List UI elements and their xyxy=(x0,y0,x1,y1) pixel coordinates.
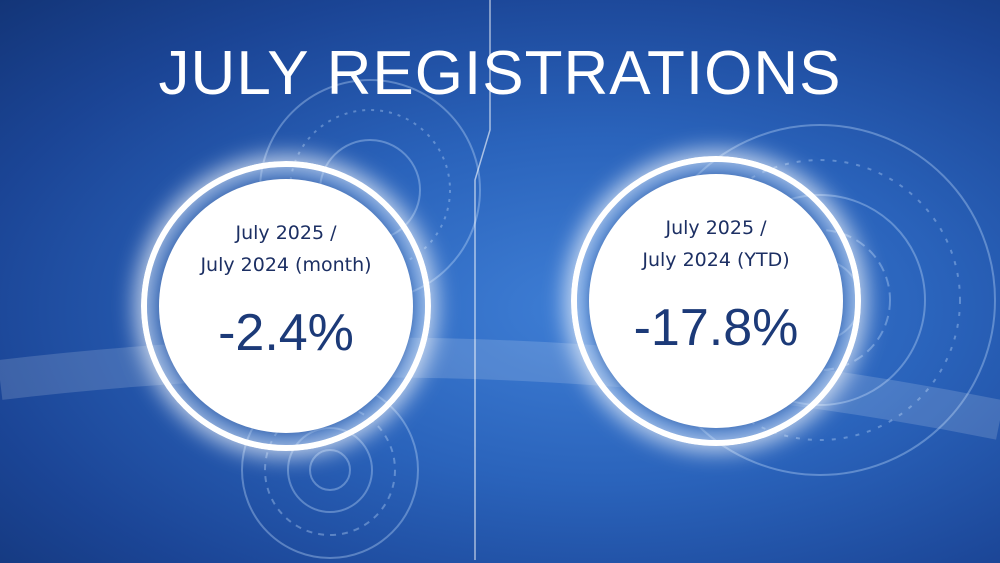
badge-label-line1: July 2025 / xyxy=(665,217,767,239)
badge-value: -2.4% xyxy=(218,304,354,362)
badge-label: July 2025 / July 2024 (YTD) xyxy=(589,212,843,276)
page-title: JULY REGISTRATIONS xyxy=(158,39,842,108)
badge-label-line2: July 2024 (month) xyxy=(200,254,372,276)
badge-disk: July 2025 / July 2024 (month) -2.4% xyxy=(159,179,413,433)
month-comparison-badge: July 2025 / July 2024 (month) -2.4% xyxy=(141,161,431,451)
badge-label: July 2025 / July 2024 (month) xyxy=(159,217,413,281)
badge-disk: July 2025 / July 2024 (YTD) -17.8% xyxy=(589,174,843,428)
badge-value: -17.8% xyxy=(633,299,799,357)
badge-label-line1: July 2025 / xyxy=(235,222,337,244)
ytd-comparison-badge: July 2025 / July 2024 (YTD) -17.8% xyxy=(571,156,861,446)
badge-label-line2: July 2024 (YTD) xyxy=(642,249,790,271)
